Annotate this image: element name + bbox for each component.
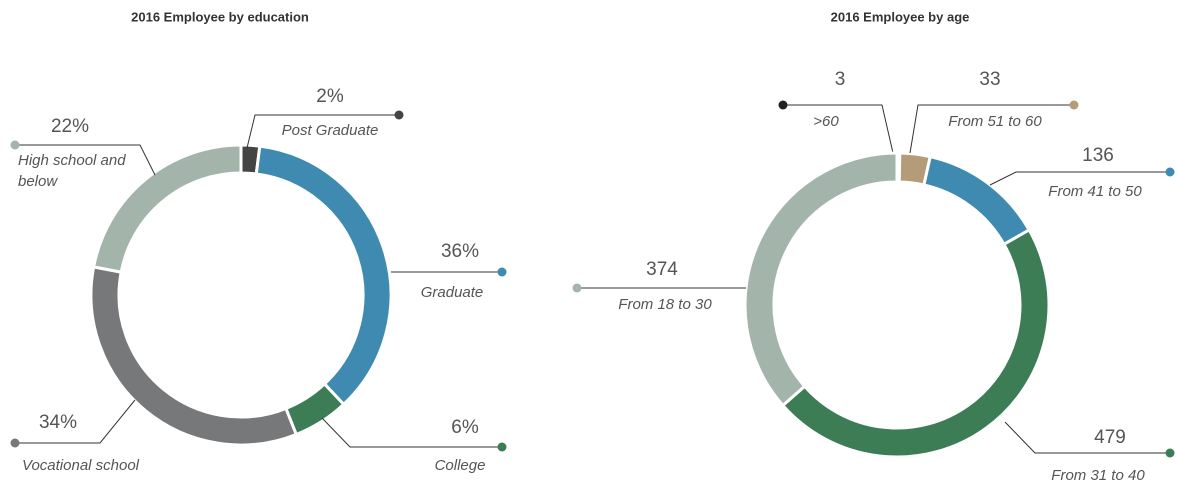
category-label: >60 xyxy=(813,113,839,130)
category-label: Post Graduate xyxy=(282,122,379,139)
leader-line xyxy=(15,399,136,444)
leader-line xyxy=(783,104,894,154)
value-label: 136 xyxy=(1082,145,1114,166)
leader-line xyxy=(909,104,1074,154)
donut-slice xyxy=(743,151,899,408)
value-label: 374 xyxy=(646,259,678,280)
leader-line xyxy=(321,417,502,448)
value-label: 6% xyxy=(451,417,479,438)
value-label: 36% xyxy=(441,241,479,262)
leader-line xyxy=(15,144,156,176)
leader-line xyxy=(246,114,399,149)
legend-dot xyxy=(497,442,507,452)
legend-dot xyxy=(1165,448,1175,458)
leader-line xyxy=(1004,421,1170,454)
donut-slice xyxy=(780,227,1051,459)
value-label: 34% xyxy=(39,412,77,433)
category-label: High school and below xyxy=(18,152,126,190)
legend-dot xyxy=(10,140,20,150)
legend-dot xyxy=(778,100,788,110)
category-label: High school and below xyxy=(18,152,126,190)
donut-slice xyxy=(91,143,243,274)
legend-dot xyxy=(1165,167,1175,177)
donut-slice xyxy=(89,265,299,447)
category-label: From 41 to 50 xyxy=(1048,183,1142,200)
donut-slice xyxy=(254,144,393,407)
category-label: Graduate xyxy=(421,284,484,301)
legend-dot xyxy=(394,110,404,120)
category-label: From 51 to 60 xyxy=(948,113,1042,130)
legend-dot xyxy=(10,438,20,448)
chart-title: 2016 Employee by education xyxy=(131,9,309,24)
category-label: Vocational school xyxy=(22,457,140,474)
legend-dot xyxy=(1069,100,1079,110)
chart-title: 2016 Employee by age xyxy=(831,9,970,24)
legend-dot xyxy=(572,283,582,293)
legend-dot xyxy=(497,267,507,277)
category-label: From 31 to 40 xyxy=(1051,467,1145,484)
value-label: 3 xyxy=(835,69,846,90)
category-label: From 18 to 30 xyxy=(618,296,712,313)
value-label: 22% xyxy=(51,116,89,137)
value-label: 2% xyxy=(316,86,344,107)
category-label: College xyxy=(435,457,486,474)
value-label: 33 xyxy=(979,69,1000,90)
donut-slice xyxy=(922,154,1032,247)
value-label: 479 xyxy=(1094,427,1126,448)
leader-line xyxy=(989,171,1170,186)
